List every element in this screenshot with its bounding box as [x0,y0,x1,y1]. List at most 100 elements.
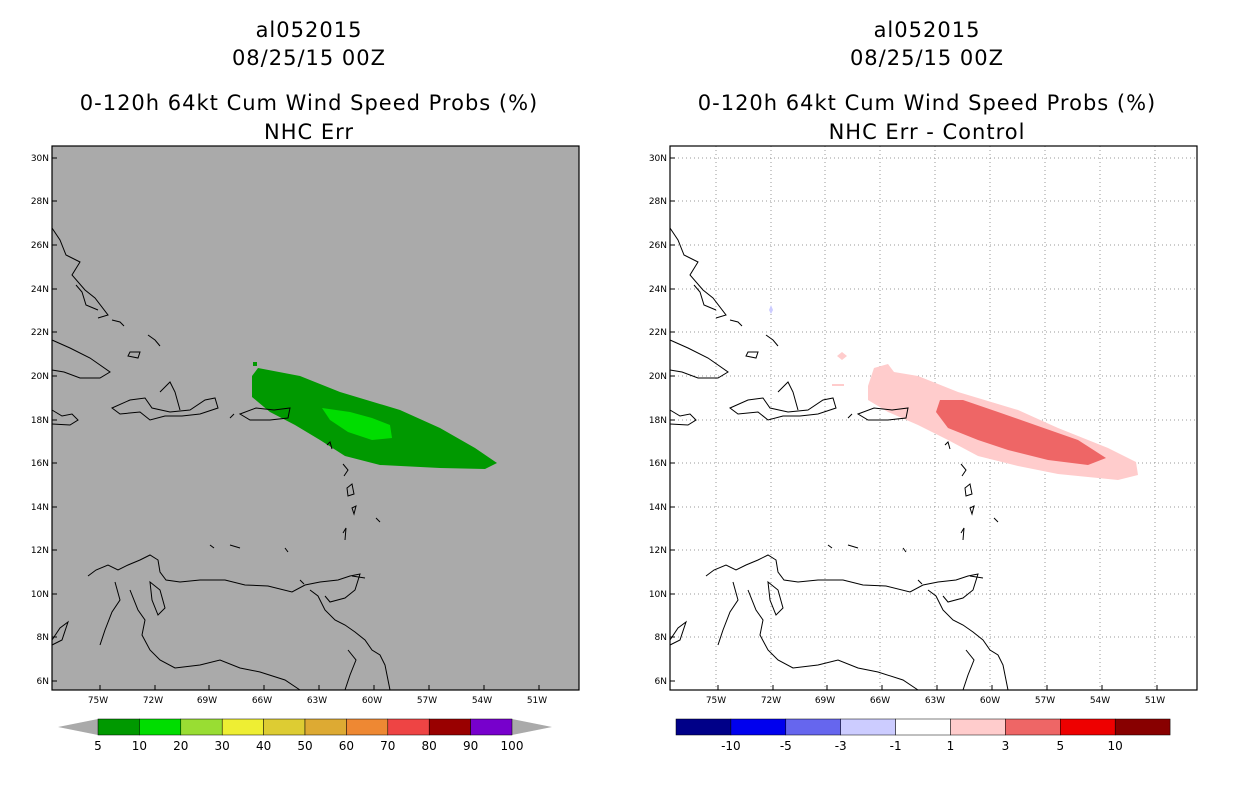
lon-label: 51W [527,696,547,706]
lon-label: 60W [362,696,382,706]
colorbar-label: 5 [1056,739,1064,753]
lat-label: 28N [31,197,49,207]
colorbar-cell [428,718,471,736]
diff-contour-3 [936,400,1106,465]
panel-subtitle: NHC Err [263,120,354,144]
lon-label: 63W [925,696,945,706]
colorbar-label: 30 [215,739,230,753]
colorbar-high-arrow [512,719,552,735]
lon-label: 75W [88,696,108,706]
lat-label: 24N [31,285,49,295]
colorbar-cell [840,718,896,736]
lat-label: 26N [31,241,49,251]
colorbar: 5 10 20 30 40 50 60 70 80 90 100 [58,718,552,753]
left-map-svg: 30N 28N 26N 24N 22N 20N 18N 16N 14N 12N … [31,145,580,753]
colorbar-cell [346,718,389,736]
lat-label: 24N [649,285,667,295]
colorbar-cell [785,718,841,736]
colorbar-label: 70 [380,739,395,753]
lon-label: 54W [1090,696,1110,706]
colorbar-label: 20 [173,739,188,753]
lat-label: 20N [31,372,49,382]
colorbar-label: -3 [835,739,847,753]
lat-label: 30N [31,154,49,164]
right-map-panel: al052015 08/25/15 00Z 0-120h 64kt Cum Wi… [618,0,1236,800]
lat-ticks [670,157,675,682]
product-title: 0-120h 64kt Cum Wind Speed Probs (%) [697,91,1157,115]
lon-label: 69W [197,696,217,706]
lat-label: 6N [37,677,49,687]
lat-label: 16N [31,459,49,469]
colorbar-label: -1 [890,739,902,753]
colorbar-cell [470,718,513,736]
product-title: 0-120h 64kt Cum Wind Speed Probs (%) [79,91,539,115]
lat-label: 22N [31,328,49,338]
colorbar-label: 60 [339,739,354,753]
lon-label: 72W [761,696,781,706]
forecast-datetime: 08/25/15 00Z [231,46,387,70]
colorbar-low-arrow [58,719,98,735]
lat-label: 12N [649,546,667,556]
coastlines [669,227,1009,691]
lat-label: 8N [37,633,49,643]
lat-label: 12N [31,546,49,556]
colorbar-cell [221,718,264,736]
lon-label: 66W [252,696,272,706]
lat-label: 14N [31,503,49,513]
lat-label: 10N [649,590,667,600]
colorbar-cell [730,718,787,736]
lat-label: 8N [655,633,667,643]
colorbar-label: 80 [422,739,437,753]
storm-id: al052015 [255,18,363,42]
lon-ticks [99,685,540,690]
lat-label: 16N [649,459,667,469]
lon-label: 57W [417,696,437,706]
colorbar-label: 5 [94,739,102,753]
colorbar-label: -10 [721,739,741,753]
map-frame [51,145,580,691]
forecast-datetime: 08/25/15 00Z [849,46,1005,70]
lon-label: 51W [1145,696,1165,706]
colorbar-label: -5 [780,739,792,753]
colorbar-cell [139,718,182,736]
colorbar-cell [895,718,951,736]
lat-label: 18N [31,416,49,426]
coastlines [51,227,391,691]
colorbar-cell [180,718,223,736]
diff-speck [837,352,847,360]
lon-label: 63W [307,696,327,706]
panel-subtitle: NHC Err - Control [828,120,1026,144]
lat-label: 28N [649,197,667,207]
lat-label: 6N [655,677,667,687]
lon-ticks [717,685,1158,690]
lat-label: 20N [649,372,667,382]
colorbar-cell [1060,718,1116,736]
lon-label: 54W [472,696,492,706]
map-frame [669,145,1198,691]
colorbar-cell [263,718,306,736]
lon-label: 75W [706,696,726,706]
diff-neg-speck [769,305,773,314]
diff-speck [832,384,844,386]
colorbar-label: 3 [1002,739,1010,753]
colorbar-label: 40 [256,739,271,753]
left-map-panel: al052015 08/25/15 00Z 0-120h 64kt Cum Wi… [31,18,580,753]
colorbar-cell [97,718,140,736]
lon-label: 69W [815,696,835,706]
lon-label: 72W [143,696,163,706]
lat-label: 18N [649,416,667,426]
colorbar-cell [1114,718,1171,736]
lat-label: 26N [649,241,667,251]
colorbar-label: 90 [463,739,478,753]
colorbar-cell [1005,718,1061,736]
lat-ticks [52,157,57,682]
lat-label: 14N [649,503,667,513]
colorbar-cell [387,718,430,736]
colorbar: -10 -5 -3 -1 1 3 5 10 [675,718,1171,753]
storm-id: al052015 [873,18,981,42]
colorbar-cell [304,718,347,736]
prob-contour-5 [252,368,497,469]
prob-contour-10 [322,408,392,440]
prob-speck [253,362,257,366]
lat-label: 10N [31,590,49,600]
